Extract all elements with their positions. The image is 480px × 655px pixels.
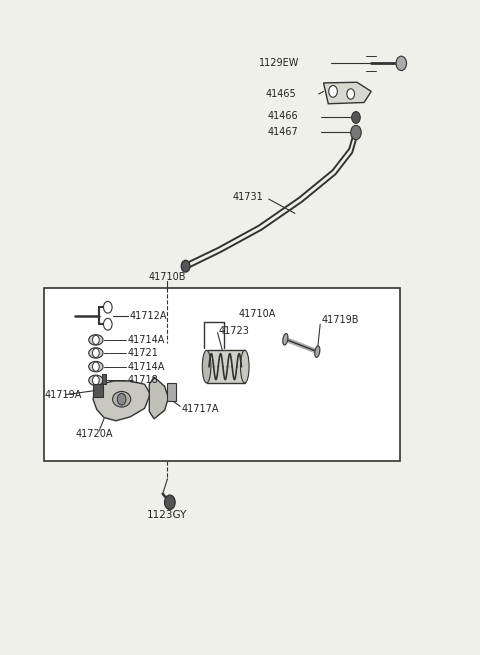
Ellipse shape (89, 362, 103, 372)
Circle shape (93, 335, 99, 345)
Text: 41719B: 41719B (321, 314, 359, 325)
Text: 41731: 41731 (232, 192, 263, 202)
Text: 41717A: 41717A (182, 404, 219, 414)
Circle shape (396, 56, 407, 71)
Bar (206, 350, 245, 383)
Bar (102, 375, 107, 384)
Ellipse shape (113, 392, 131, 407)
Circle shape (104, 301, 112, 313)
Ellipse shape (89, 335, 103, 345)
Text: 41710B: 41710B (149, 272, 186, 282)
Circle shape (351, 125, 361, 140)
Ellipse shape (89, 375, 103, 386)
Circle shape (93, 348, 99, 358)
Polygon shape (324, 83, 371, 103)
Circle shape (181, 260, 190, 272)
Circle shape (165, 495, 175, 510)
Text: 41466: 41466 (267, 111, 298, 121)
Text: 41720A: 41720A (75, 430, 113, 440)
Text: 41721: 41721 (128, 348, 159, 358)
Text: 41714A: 41714A (128, 362, 165, 371)
Ellipse shape (315, 346, 320, 358)
Polygon shape (149, 377, 168, 419)
Text: 41710A: 41710A (239, 309, 276, 320)
Ellipse shape (240, 350, 249, 383)
Text: 41712A: 41712A (129, 310, 167, 321)
Text: 1129EW: 1129EW (259, 58, 300, 68)
Text: 41718: 41718 (128, 375, 158, 385)
Bar (44, 288, 400, 461)
Circle shape (347, 89, 355, 99)
Text: 1123GY: 1123GY (147, 510, 188, 520)
Text: 41465: 41465 (265, 89, 296, 99)
Text: 41723: 41723 (218, 326, 250, 336)
Text: 41719A: 41719A (44, 390, 82, 400)
Bar (168, 383, 176, 402)
Circle shape (104, 318, 112, 330)
Circle shape (93, 376, 99, 385)
Text: 41714A: 41714A (128, 335, 165, 345)
Text: 41467: 41467 (267, 127, 298, 137)
Circle shape (352, 111, 360, 123)
Circle shape (329, 86, 337, 97)
Ellipse shape (89, 348, 103, 358)
Circle shape (93, 362, 99, 371)
Circle shape (117, 394, 126, 405)
Bar (94, 384, 103, 398)
Ellipse shape (202, 350, 211, 383)
Ellipse shape (283, 333, 288, 345)
Polygon shape (93, 381, 150, 421)
